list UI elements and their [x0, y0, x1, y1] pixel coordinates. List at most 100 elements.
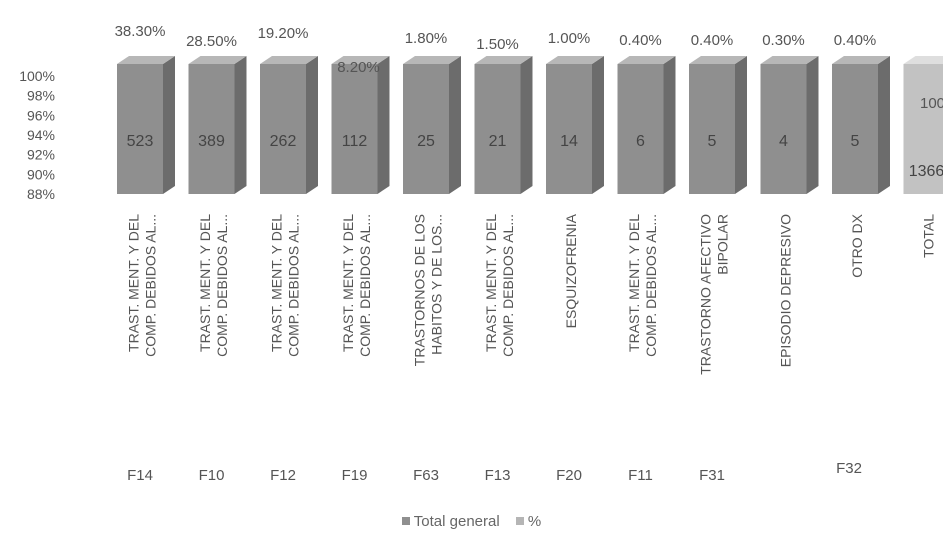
- percent-label-11: 100: [920, 95, 943, 112]
- bar-top-5: [474, 56, 533, 64]
- bar-front-11: [903, 64, 943, 194]
- bar-top-1: [188, 56, 247, 64]
- bar-value-label-4: 25: [417, 133, 435, 150]
- percent-label-0: 38.30%: [115, 23, 166, 40]
- bar-top-2: [260, 56, 318, 64]
- percent-label-1: 28.50%: [186, 33, 237, 50]
- category-label-8-line-0: TRASTORNO AFECTIVO: [698, 214, 714, 375]
- bar-value-label-8: 5: [708, 133, 717, 150]
- bar-value-label-9: 4: [779, 133, 788, 150]
- category-label-10-line-0: OTRO DX: [849, 213, 865, 277]
- bar-side-5: [520, 56, 533, 194]
- bar-top-0: [117, 56, 175, 64]
- y-tick-label-1: 98%: [27, 88, 55, 104]
- legend-item-percent: %: [515, 513, 541, 530]
- legend-swatch-percent: [515, 517, 524, 525]
- bar-side-1: [234, 56, 247, 194]
- category-label-3-line-0: TRAST. MENT. Y DEL: [340, 214, 356, 352]
- bar-front-10: [832, 64, 878, 194]
- bar-front-8: [689, 64, 735, 194]
- category-label-0-line-0: TRAST. MENT. Y DEL: [126, 214, 142, 352]
- bar-front-0: [117, 64, 163, 194]
- bar-side-3: [377, 56, 390, 194]
- percent-label-2: 19.20%: [258, 25, 309, 42]
- category-label-1-line-0: TRAST. MENT. Y DEL: [197, 214, 213, 352]
- category-label-11-line-0: TOTAL: [921, 214, 937, 258]
- percent-label-5: 1.50%: [476, 36, 519, 53]
- category-label-4-line-1: HABITOS Y DE LOS...: [429, 214, 445, 355]
- bar-front-9: [760, 64, 807, 194]
- legend-item-total-general: Total general: [401, 513, 500, 530]
- bar-side-8: [735, 56, 747, 194]
- category-label-7-line-1: COMP. DEBIDOS AL...: [643, 214, 659, 357]
- category-code-6: F20: [556, 467, 582, 484]
- percent-label-3: 8.20%: [337, 59, 380, 76]
- bar-value-label-2: 262: [270, 133, 297, 150]
- percent-label-8: 0.40%: [691, 32, 734, 49]
- category-label-5-line-0: TRAST. MENT. Y DEL: [483, 214, 499, 352]
- category-code-10: F32: [836, 460, 862, 477]
- category-code-4: F63: [413, 467, 439, 484]
- bar-side-4: [449, 56, 461, 194]
- y-tick-label-3: 94%: [27, 127, 55, 143]
- y-tick-label-5: 90%: [27, 166, 55, 182]
- bar-value-label-3: 112: [342, 133, 368, 150]
- category-label-9-line-0: EPISODIO DEPRESIVO: [778, 214, 794, 367]
- y-tick-label-0: 100%: [19, 68, 55, 84]
- y-tick-label-4: 92%: [27, 147, 55, 163]
- category-label-8-line-1: BIPOLAR: [715, 214, 731, 275]
- bar-side-7: [663, 56, 676, 194]
- bar-value-label-10: 5: [851, 133, 860, 150]
- category-code-3: F19: [342, 467, 368, 484]
- bar-front-4: [403, 64, 449, 194]
- y-tick-label-6: 88%: [27, 186, 55, 202]
- category-code-8: F31: [699, 467, 725, 484]
- bar-top-11: [903, 56, 943, 64]
- bar-value-label-11: 1366: [909, 163, 943, 180]
- category-code-0: F14: [127, 467, 153, 484]
- bar-side-10: [878, 56, 890, 194]
- category-label-3-line-1: COMP. DEBIDOS AL...: [357, 214, 373, 357]
- percent-label-7: 0.40%: [619, 32, 662, 49]
- category-label-7-line-0: TRAST. MENT. Y DEL: [626, 214, 642, 352]
- bar-front-6: [546, 64, 592, 194]
- category-label-2-line-1: COMP. DEBIDOS AL...: [286, 214, 302, 357]
- bar-front-2: [260, 64, 306, 194]
- percent-label-10: 0.40%: [834, 32, 877, 49]
- category-label-2-line-0: TRAST. MENT. Y DEL: [269, 214, 285, 352]
- bar-top-9: [760, 56, 819, 64]
- bar-value-label-0: 523: [127, 133, 154, 150]
- bar-front-7: [617, 64, 664, 194]
- category-code-1: F10: [199, 467, 225, 484]
- bar-value-label-1: 389: [198, 133, 225, 150]
- category-label-5-line-1: COMP. DEBIDOS AL...: [500, 214, 516, 357]
- bar-value-label-7: 6: [636, 133, 645, 150]
- category-label-1-line-1: COMP. DEBIDOS AL...: [214, 214, 230, 357]
- bar-front-1: [188, 64, 235, 194]
- bar-top-3: [331, 56, 390, 64]
- category-label-0-line-1: COMP. DEBIDOS AL...: [143, 214, 159, 357]
- bar-value-label-5: 21: [489, 133, 507, 150]
- legend-label-total-general: Total general: [413, 513, 500, 530]
- bar-side-9: [806, 56, 819, 194]
- bar-front-5: [474, 64, 521, 194]
- bar-top-4: [403, 56, 461, 64]
- legend: Total general %: [0, 513, 943, 530]
- bar-top-8: [689, 56, 747, 64]
- percent-label-6: 1.00%: [548, 30, 591, 47]
- y-tick-label-2: 96%: [27, 107, 55, 123]
- bar-top-7: [617, 56, 676, 64]
- percent-label-4: 1.80%: [405, 30, 448, 47]
- bar-front-3: [331, 64, 378, 194]
- bar-top-6: [546, 56, 604, 64]
- legend-swatch-total-general: [401, 517, 410, 525]
- category-label-4-line-0: TRASTORNOS DE LOS: [412, 214, 428, 366]
- bar-side-2: [306, 56, 318, 194]
- category-code-5: F13: [485, 467, 511, 484]
- category-label-6-line-0: ESQUIZOFRENIA: [563, 213, 579, 328]
- bar-side-6: [592, 56, 604, 194]
- category-code-7: F11: [628, 467, 653, 484]
- bar-top-10: [832, 56, 890, 64]
- bar-value-label-6: 14: [560, 133, 578, 150]
